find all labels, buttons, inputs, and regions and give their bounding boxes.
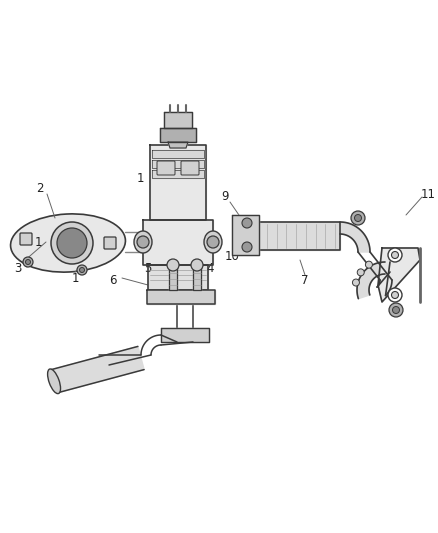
Circle shape: [357, 269, 364, 276]
Text: 1: 1: [34, 236, 42, 248]
Circle shape: [242, 242, 252, 252]
Text: 1: 1: [136, 172, 144, 184]
Polygon shape: [378, 248, 420, 302]
Polygon shape: [51, 346, 144, 393]
Circle shape: [365, 261, 372, 268]
Polygon shape: [148, 265, 208, 290]
Ellipse shape: [48, 369, 60, 394]
Text: 1: 1: [71, 271, 79, 285]
Polygon shape: [259, 222, 340, 250]
Circle shape: [207, 236, 219, 248]
Polygon shape: [161, 328, 209, 342]
Circle shape: [242, 218, 252, 228]
FancyBboxPatch shape: [157, 161, 175, 175]
Circle shape: [392, 292, 399, 298]
Polygon shape: [143, 220, 213, 265]
Ellipse shape: [11, 214, 125, 272]
Circle shape: [80, 268, 85, 272]
Circle shape: [392, 306, 399, 313]
Polygon shape: [164, 112, 192, 128]
FancyBboxPatch shape: [104, 237, 116, 249]
FancyBboxPatch shape: [20, 233, 32, 245]
Polygon shape: [152, 160, 204, 168]
Circle shape: [353, 279, 360, 286]
Circle shape: [388, 248, 402, 262]
Polygon shape: [147, 290, 215, 304]
Circle shape: [392, 252, 399, 259]
Circle shape: [23, 257, 33, 267]
Text: 10: 10: [225, 249, 240, 262]
Text: 4: 4: [206, 262, 214, 274]
Ellipse shape: [51, 222, 93, 264]
Polygon shape: [169, 268, 177, 290]
Ellipse shape: [204, 231, 222, 253]
Polygon shape: [150, 145, 206, 220]
Polygon shape: [168, 142, 188, 148]
Polygon shape: [152, 170, 204, 178]
Circle shape: [167, 259, 179, 271]
Text: 9: 9: [221, 190, 229, 203]
Circle shape: [389, 303, 403, 317]
Polygon shape: [152, 150, 204, 158]
Text: 7: 7: [301, 273, 309, 287]
Polygon shape: [340, 222, 370, 252]
Polygon shape: [357, 262, 385, 298]
Ellipse shape: [57, 228, 87, 258]
Text: 6: 6: [109, 273, 117, 287]
Polygon shape: [193, 268, 201, 290]
Polygon shape: [160, 128, 196, 142]
FancyBboxPatch shape: [181, 161, 199, 175]
Circle shape: [137, 236, 149, 248]
Text: 11: 11: [420, 188, 435, 200]
Ellipse shape: [134, 231, 152, 253]
Circle shape: [388, 288, 402, 302]
Circle shape: [77, 265, 87, 275]
Circle shape: [351, 211, 365, 225]
Circle shape: [25, 260, 31, 264]
Polygon shape: [232, 215, 259, 255]
Text: 2: 2: [36, 182, 44, 195]
Circle shape: [191, 259, 203, 271]
Circle shape: [354, 214, 361, 222]
Text: 5: 5: [144, 262, 152, 274]
Text: 3: 3: [14, 262, 22, 274]
